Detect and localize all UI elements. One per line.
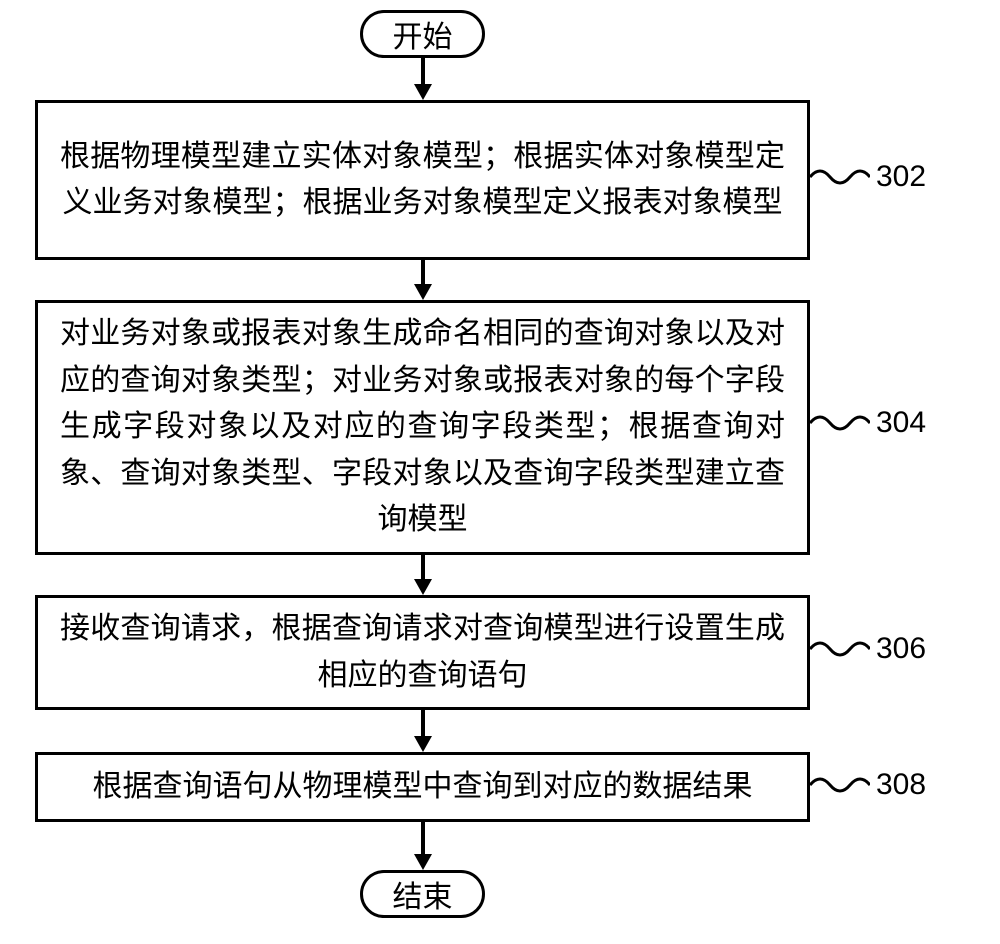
label-302-text: 302 <box>876 160 926 194</box>
edge-302-304-head <box>414 284 432 300</box>
edge-start-302 <box>421 58 425 86</box>
label-306-text: 306 <box>876 632 926 666</box>
squiggle-icon <box>810 773 870 797</box>
edge-start-302-head <box>414 84 432 100</box>
squiggle-icon <box>810 637 870 661</box>
process-304: 对业务对象或报表对象生成命名相同的查询对象以及对应的查询对象类型；对业务对象或报… <box>35 300 810 555</box>
edge-302-304 <box>421 260 425 286</box>
process-302-text: 根据物理模型建立实体对象模型；根据实体对象模型定义业务对象模型；根据业务对象模型… <box>60 134 785 227</box>
edge-306-308 <box>421 710 425 738</box>
label-304: 304 <box>810 406 926 440</box>
start-label: 开始 <box>393 12 453 56</box>
end-label: 结束 <box>393 872 453 916</box>
process-308-text: 根据查询语句从物理模型中查询到对应的数据结果 <box>93 764 753 811</box>
edge-304-306 <box>421 555 425 581</box>
squiggle-icon <box>810 411 870 435</box>
end-terminator: 结束 <box>360 870 485 918</box>
edge-308-end <box>421 822 425 856</box>
squiggle-icon <box>810 165 870 189</box>
process-306: 接收查询请求，根据查询请求对查询模型进行设置生成相应的查询语句 <box>35 595 810 710</box>
edge-304-306-head <box>414 579 432 595</box>
label-302: 302 <box>810 160 926 194</box>
start-terminator: 开始 <box>360 10 485 58</box>
edge-308-end-head <box>414 854 432 870</box>
flowchart-canvas: 开始 根据物理模型建立实体对象模型；根据实体对象模型定义业务对象模型；根据业务对… <box>0 0 1000 944</box>
label-308: 308 <box>810 768 926 802</box>
label-308-text: 308 <box>876 768 926 802</box>
edge-306-308-head <box>414 736 432 752</box>
process-302: 根据物理模型建立实体对象模型；根据实体对象模型定义业务对象模型；根据业务对象模型… <box>35 100 810 260</box>
label-304-text: 304 <box>876 406 926 440</box>
process-306-text: 接收查询请求，根据查询请求对查询模型进行设置生成相应的查询语句 <box>60 606 785 699</box>
process-308: 根据查询语句从物理模型中查询到对应的数据结果 <box>35 752 810 822</box>
label-306: 306 <box>810 632 926 666</box>
process-304-text: 对业务对象或报表对象生成命名相同的查询对象以及对应的查询对象类型；对业务对象或报… <box>60 311 785 544</box>
